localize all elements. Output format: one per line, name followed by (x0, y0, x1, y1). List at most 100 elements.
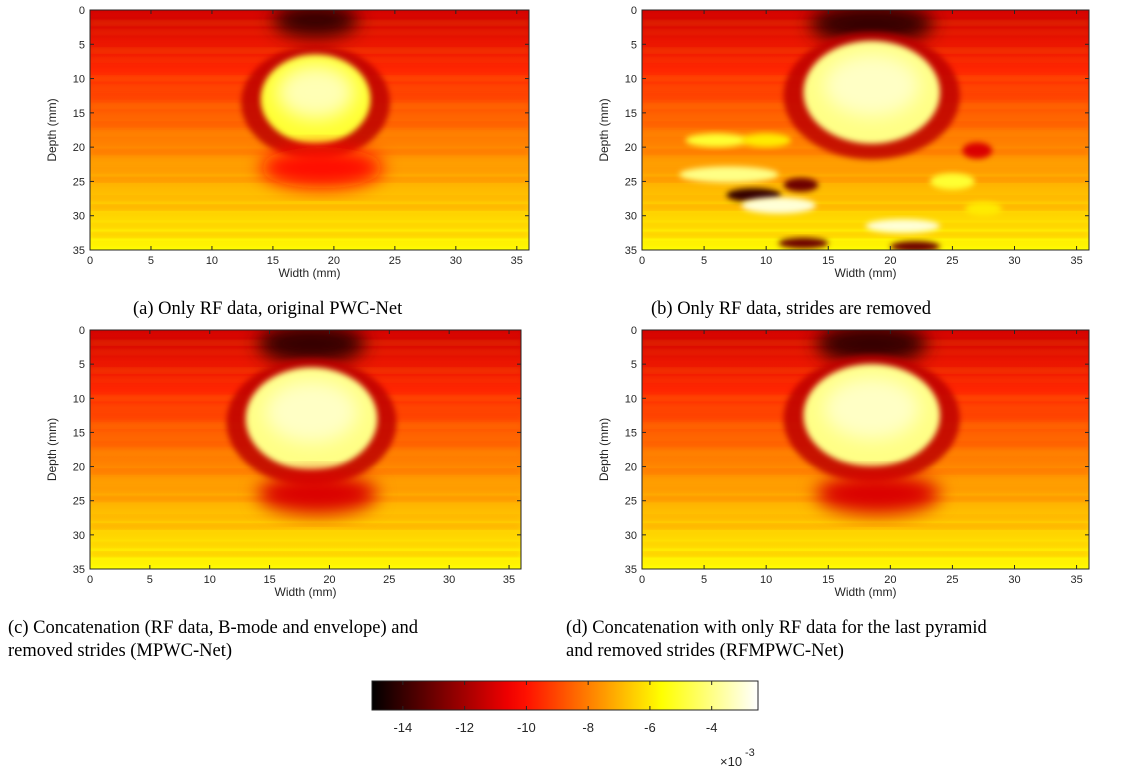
y-tick-label: 15 (73, 427, 85, 439)
heatmap-a (90, 10, 529, 250)
streak (90, 196, 529, 201)
y-tick-label: 20 (625, 142, 637, 154)
x-tick-label: 25 (946, 255, 958, 267)
x-tick-label: 30 (443, 574, 455, 586)
x-tick-label: 0 (87, 574, 93, 586)
x-tick-label: 10 (204, 574, 216, 586)
x-tick-label: 30 (1008, 574, 1020, 586)
heatmap-b (642, 10, 1089, 250)
y-tick-label: 5 (631, 359, 637, 371)
heatmap-c (90, 330, 521, 569)
y-axis-label: Depth (mm) (45, 98, 59, 161)
streak (642, 168, 1089, 173)
inclusion-core (823, 54, 920, 117)
streak (642, 533, 1089, 538)
colorbar-exponent-power: -3 (745, 747, 755, 759)
x-tick-label: 20 (884, 255, 896, 267)
inclusion-core (823, 377, 920, 440)
x-axis-label: Width (mm) (279, 266, 341, 280)
colorbar-tick-label: -14 (393, 720, 412, 735)
x-tick-label: 25 (389, 255, 401, 267)
y-tick-label: 5 (79, 39, 85, 51)
dark-region (272, 10, 359, 38)
streak (642, 196, 1089, 201)
x-tick-label: 15 (267, 255, 279, 267)
y-tick-label: 35 (73, 245, 85, 257)
x-tick-label: 0 (639, 255, 645, 267)
x-tick-label: 5 (148, 255, 154, 267)
x-tick-label: 35 (1070, 574, 1082, 586)
artifact-mark (741, 133, 792, 148)
inclusion-core (277, 65, 355, 120)
streak (642, 543, 1089, 548)
streak (642, 552, 1089, 557)
y-tick-label: 10 (73, 393, 85, 405)
y-tick-label: 35 (73, 564, 85, 576)
artifact-mark (741, 197, 816, 214)
y-tick-label: 5 (79, 359, 85, 371)
y-tick-label: 30 (625, 211, 637, 223)
streak (90, 187, 529, 191)
streak (90, 205, 529, 210)
axes-box (89, 9, 530, 251)
caption-a: (a) Only RF data, original PWC-Net (133, 299, 403, 319)
caption-b: (b) Only RF data, strides are removed (651, 299, 931, 319)
y-tick-label: 25 (73, 176, 85, 188)
artifact-mark (679, 166, 779, 183)
y-tick-label: 25 (625, 176, 637, 188)
streak (642, 223, 1089, 228)
x-tick-label: 25 (946, 574, 958, 586)
heatmap-d (642, 330, 1089, 569)
y-tick-label: 0 (79, 325, 85, 337)
colorbar: -14 -12 -10 -8 -6 -4 ×10-3 (371, 680, 759, 769)
y-tick-label: 20 (73, 142, 85, 154)
dark-band (260, 147, 383, 189)
colorbar-gradient (371, 680, 759, 711)
x-tick-label: 5 (701, 255, 707, 267)
artifact-mark (962, 142, 993, 159)
x-tick-label: 20 (328, 255, 340, 267)
y-tick-label: 30 (73, 530, 85, 542)
streak (642, 177, 1089, 182)
streak (90, 39, 529, 44)
y-tick-label: 35 (625, 564, 637, 576)
streak (90, 533, 521, 538)
colorbar-tick-label: -10 (517, 720, 536, 735)
y-tick-label: 0 (631, 5, 637, 17)
y-tick-label: 10 (73, 74, 85, 86)
y-tick-label: 35 (625, 245, 637, 257)
streak (90, 561, 521, 566)
dark-region (257, 330, 366, 365)
x-axis-label: Width (mm) (835, 266, 897, 280)
x-axis-label: Width (mm) (835, 585, 897, 599)
dark-region (809, 10, 934, 45)
streak (90, 515, 521, 520)
colorbar-exponent: ×10 (720, 754, 742, 769)
streak (642, 515, 1089, 520)
artifact-mark (783, 178, 819, 192)
streak (90, 552, 521, 557)
y-tick-label: 0 (631, 325, 637, 337)
streak (90, 223, 529, 228)
streak (642, 205, 1089, 210)
streak (90, 214, 529, 219)
x-tick-label: 35 (511, 255, 523, 267)
colorbar-tick-label: -6 (644, 720, 656, 735)
axes-box (641, 329, 1090, 570)
streak (642, 561, 1089, 566)
x-tick-label: 0 (639, 574, 645, 586)
x-tick-label: 15 (263, 574, 275, 586)
y-axis-label: Depth (mm) (597, 98, 611, 161)
artifact-mark (964, 202, 1003, 216)
y-tick-label: 20 (625, 462, 637, 474)
streak (642, 242, 1089, 247)
y-tick-label: 10 (625, 393, 637, 405)
y-tick-label: 0 (79, 5, 85, 17)
x-tick-label: 10 (760, 255, 772, 267)
streak (642, 187, 1089, 191)
dark-band (815, 473, 941, 515)
y-tick-label: 25 (73, 496, 85, 508)
caption-d-line1: (d) Concatenation with only RF data for … (566, 618, 987, 638)
